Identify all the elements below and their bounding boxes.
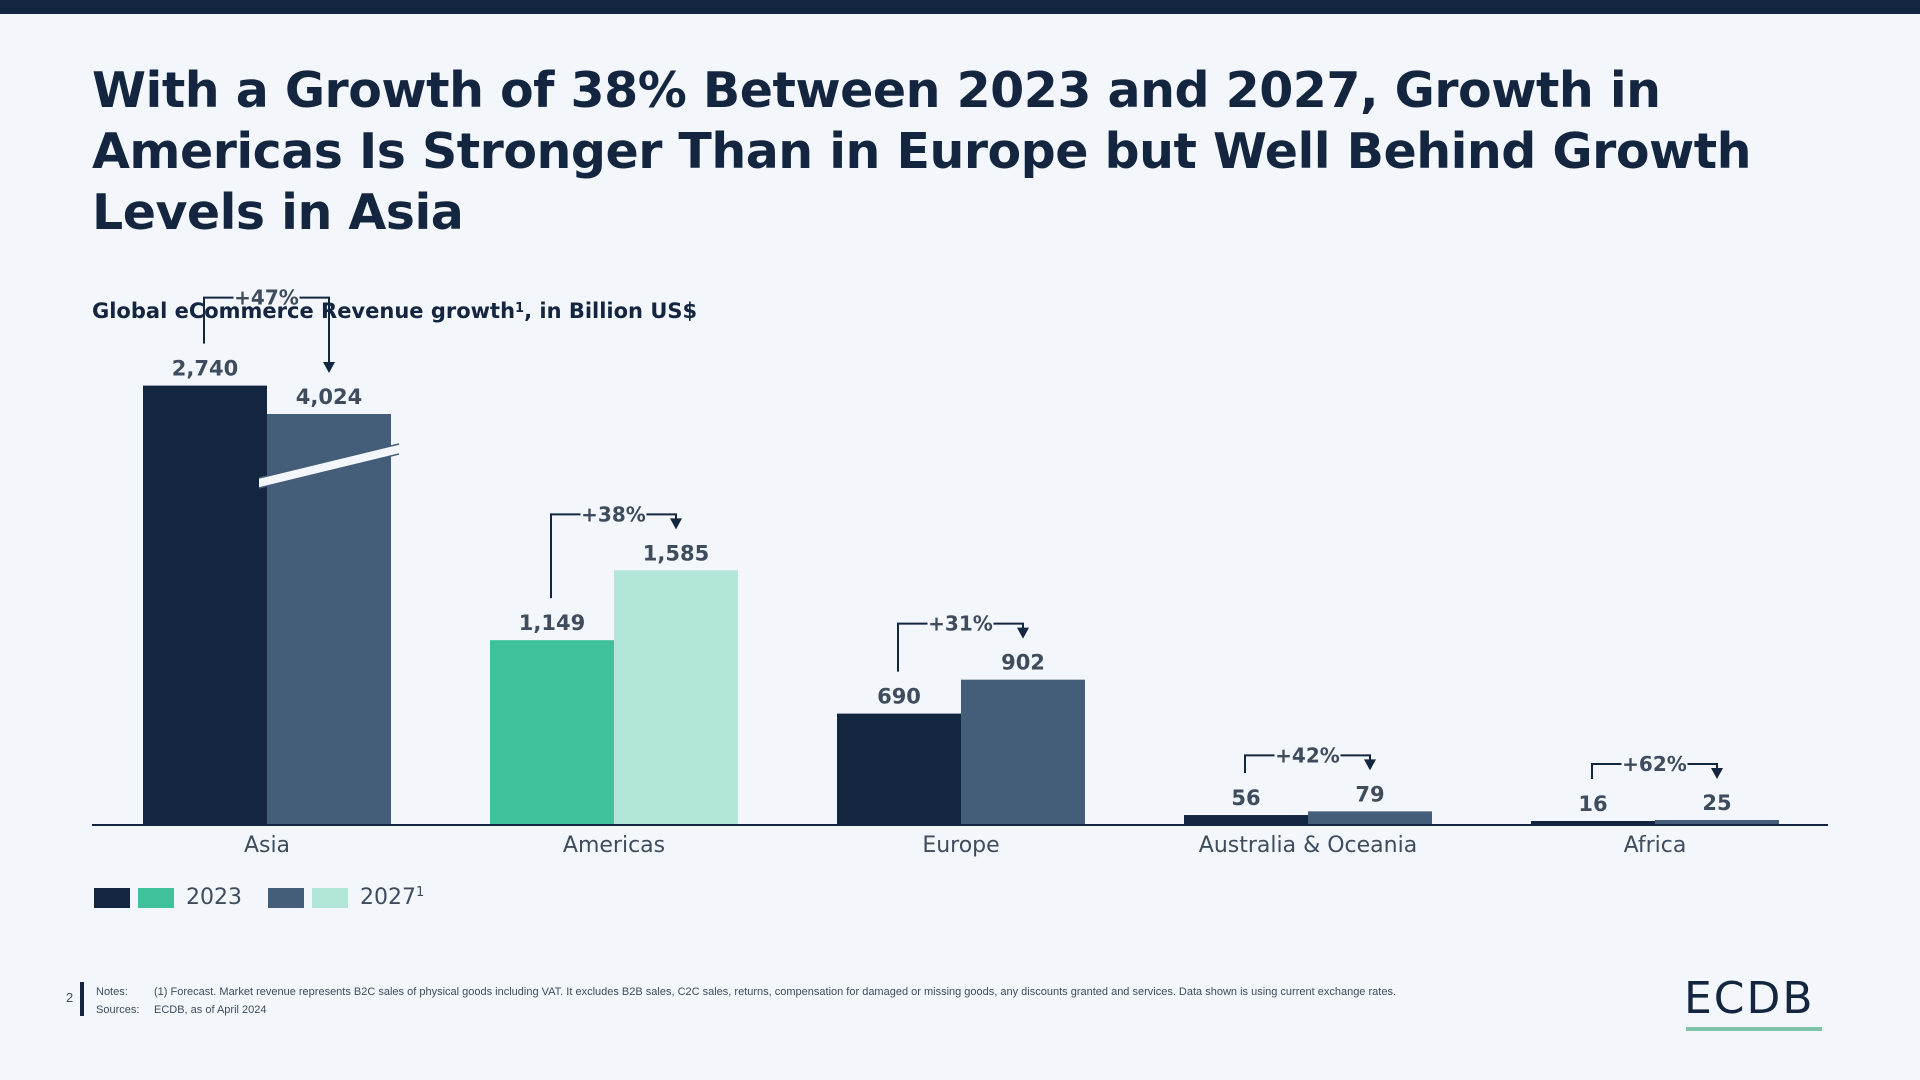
growth-arrowhead-europe [1017, 627, 1029, 639]
growth-bracket-right-australia-oceania [1340, 754, 1371, 762]
growth-bracket-right-africa [1687, 763, 1718, 770]
sources-line: Sources: ECDB, as of April 2024 [96, 1001, 1396, 1019]
chart-title: Global eCommerce Revenue growth1, in Bil… [92, 299, 697, 323]
legend-label-2027-footnote: 1 [416, 885, 425, 900]
axis-break-edge-top [258, 443, 400, 479]
footnotes: Notes: (1) Forecast. Market revenue repre… [96, 983, 1396, 1019]
growth-arrowhead-africa [1711, 768, 1723, 779]
growth-bracket-left-europe [897, 622, 928, 672]
bar-asia-2023 [143, 385, 267, 824]
bar-asia-2027 [267, 414, 391, 824]
value-label-europe-2023: 690 [877, 685, 921, 709]
value-label-australia-oceania-2023: 56 [1231, 786, 1260, 810]
value-label-americas-2023: 1,149 [519, 611, 585, 635]
value-label-africa-2027: 25 [1702, 791, 1731, 815]
category-label-asia: Asia [244, 833, 290, 858]
value-label-americas-2027: 1,585 [643, 541, 709, 565]
legend-swatch-2023-teal [138, 887, 174, 908]
category-label-australia-oceania: Australia & Oceania [1199, 833, 1417, 858]
legend-label-2027: 20271 [360, 885, 424, 910]
category-label-africa: Africa [1624, 833, 1687, 858]
growth-bracket-left-americas [550, 513, 581, 599]
axis-break-asia [259, 444, 399, 488]
sources-text: ECDB, as of April 2024 [154, 1004, 267, 1016]
legend-label-2023: 2023 [186, 885, 242, 910]
growth-arrowhead-americas [670, 518, 682, 530]
page-title: With a Growth of 38% Between 2023 and 20… [92, 62, 1752, 241]
legend-label-2027-text: 2027 [360, 885, 416, 910]
value-label-asia-2023: 2,740 [172, 357, 238, 381]
bar-australia-oceania-2023 [1184, 815, 1308, 824]
growth-bracket-left-australia-oceania [1244, 754, 1275, 774]
legend-swatch-2023-dark [94, 887, 130, 908]
top-accent-bar [0, 0, 1920, 14]
bar-africa-2023 [1531, 821, 1655, 824]
notes-line: Notes: (1) Forecast. Market revenue repre… [96, 983, 1396, 1001]
chart-title-text: Global eCommerce Revenue growth [92, 299, 516, 323]
bar-europe-2023 [837, 713, 961, 824]
page-number-divider [80, 982, 84, 1016]
growth-bracket-left-africa [1591, 763, 1622, 779]
growth-bracket-right-europe [993, 622, 1024, 630]
growth-bracket-right-americas [646, 513, 677, 521]
value-label-asia-2027: 4,024 [296, 385, 362, 409]
growth-label-australia-oceania: +42% [1275, 743, 1340, 767]
category-label-europe: Europe [922, 833, 999, 858]
bar-americas-2027 [614, 570, 738, 824]
bar-americas-2023 [490, 640, 614, 824]
value-label-africa-2023: 16 [1578, 792, 1607, 816]
page-number: 2 [66, 990, 74, 1005]
legend-swatch-2027-slate [268, 887, 304, 908]
chart-title-footnote: 1 [515, 301, 525, 316]
notes-text: (1) Forecast. Market revenue represents … [154, 986, 1396, 998]
growth-arrowhead-asia [323, 362, 335, 373]
logo-underline [1686, 1027, 1822, 1031]
value-label-australia-oceania-2027: 79 [1355, 782, 1384, 806]
growth-label-europe: +31% [928, 612, 993, 636]
growth-label-africa: +62% [1622, 752, 1687, 776]
growth-label-americas: +38% [581, 502, 646, 526]
ecdb-logo: ECDB [1684, 973, 1815, 1024]
bar-europe-2027 [961, 679, 1085, 824]
legend-swatch-2027-light-teal [312, 887, 348, 908]
chart-title-units: , in Billion US$ [524, 299, 698, 323]
value-label-europe-2027: 902 [1001, 651, 1045, 675]
category-label-americas: Americas [563, 833, 665, 858]
bar-australia-oceania-2027 [1308, 811, 1432, 824]
chart-legend: 2023 20271 [94, 885, 450, 910]
notes-key: Notes: [96, 986, 128, 998]
sources-key: Sources: [96, 1004, 140, 1016]
axis-break-edge-bottom [258, 453, 400, 489]
growth-arrowhead-australia-oceania [1364, 759, 1376, 771]
bar-africa-2027 [1655, 820, 1779, 824]
